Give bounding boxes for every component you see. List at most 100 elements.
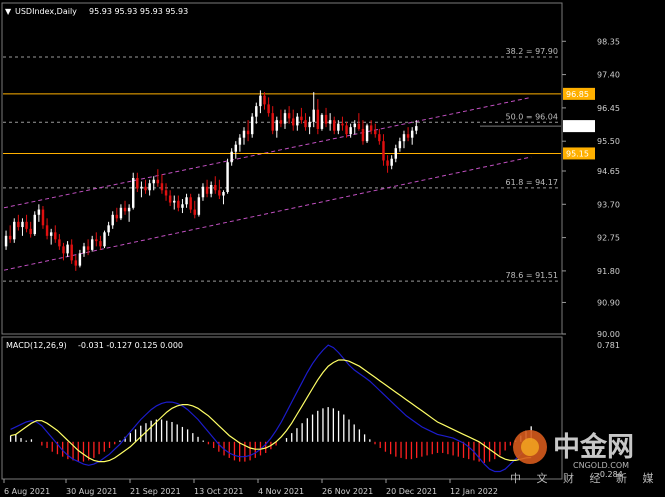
candle [386,155,389,173]
candle-body [185,197,188,205]
price-tick-label: 91.80 [597,267,620,276]
candle [271,106,274,135]
candle-body [357,123,361,129]
candle-body [312,109,315,122]
candle [378,128,381,145]
candle [181,199,184,214]
candle-body [136,178,139,189]
price-tick-label: 90.00 [597,330,620,339]
channel-line-lower [3,156,532,271]
price-tick-label: 96.45 [597,104,620,113]
candle-body [54,232,57,240]
macd-label: MACD(12,26,9) [6,341,67,350]
level-badge-2 [563,147,595,160]
candle [394,144,398,163]
candle-body [86,246,90,250]
candle [74,255,78,271]
candle-body [378,134,381,142]
candle [119,204,123,221]
time-tick-label: 4 Nov 2021 [258,487,304,496]
candle [123,200,127,215]
candle-body [415,126,418,131]
candle-body [177,200,180,208]
candle [337,120,340,135]
candle [21,218,24,236]
candle-body [275,120,279,131]
candle-body [263,95,266,105]
candle-body [13,221,16,240]
candle [304,113,307,131]
price-tick-label: 94.65 [597,167,620,176]
level-label-0: 96.85 [566,90,589,99]
fib-label-2: 61.8 = 94.17 [505,178,558,187]
time-tick-label: 20 Dec 2021 [386,487,437,496]
price-tick-label: 98.35 [597,37,620,46]
candle [218,179,221,200]
candle-body [283,113,287,124]
candle [374,123,377,138]
candle-body [4,235,8,247]
candle [25,214,28,233]
candle [300,107,303,124]
candle [49,228,53,245]
candle [78,249,82,268]
candle [312,92,315,128]
candle-body [103,232,106,247]
price-panel[interactable] [1,2,563,335]
candle [66,241,69,257]
candle [62,242,65,261]
candle-body [222,192,225,196]
candle [136,172,139,193]
price-axis[interactable]: 98.35 97.40 96.45 95.50 94.65 93.70 92.75 91.80… [562,37,620,339]
candle-body [33,214,36,235]
candle-body [341,123,344,126]
time-axis[interactable]: 6 Aug 2021 30 Aug 2021 21 Sep 2021 13 Oct 2… [3,479,498,496]
candle [353,120,356,135]
macd-panel[interactable] [1,336,563,480]
candle-body [296,116,299,126]
candle [369,120,373,135]
level-label-2: 95.15 [566,149,589,158]
trend-channel [3,96,532,271]
candle-body [189,197,192,210]
candle [205,179,209,198]
candle-body [230,151,233,163]
candle-body [164,190,168,196]
candle-body [82,246,86,254]
candle-body [402,134,406,142]
time-tick-label: 12 Jan 2022 [450,487,498,496]
candle [148,179,151,196]
candle [242,127,246,145]
candle-body [287,113,291,119]
candlesticks [4,90,418,271]
candle [201,183,205,201]
candle [177,195,180,212]
symbol-dropdown-icon[interactable]: ▼ [5,7,12,16]
candle [54,225,57,243]
candle-body [234,144,238,152]
candle-body [320,114,324,129]
candle-body [205,186,209,194]
candle-body [156,179,160,184]
candle-body [209,185,213,194]
macd-values: -0.031 -0.127 0.125 0.000 [78,341,183,350]
horizontal-levels: 96.85 95.93 95.15 [3,87,595,160]
candle [398,137,402,152]
watermark-logo-inner-icon [521,438,539,456]
candle [345,121,348,138]
candle-body [361,128,365,142]
candle [173,195,176,210]
candle [382,134,385,166]
watermark-site: CNGOLD.COM [573,461,629,470]
candle [246,120,250,142]
candle-body [218,190,221,196]
time-tick-label: 30 Aug 2021 [66,487,117,496]
fib-label-3: 78.6 = 91.51 [505,271,558,280]
candle-body [255,106,258,117]
candle-body [197,197,201,215]
price-tick-label: 92.75 [597,234,620,243]
candle-body [250,116,254,135]
candle [267,97,270,117]
candle-body [238,137,242,145]
